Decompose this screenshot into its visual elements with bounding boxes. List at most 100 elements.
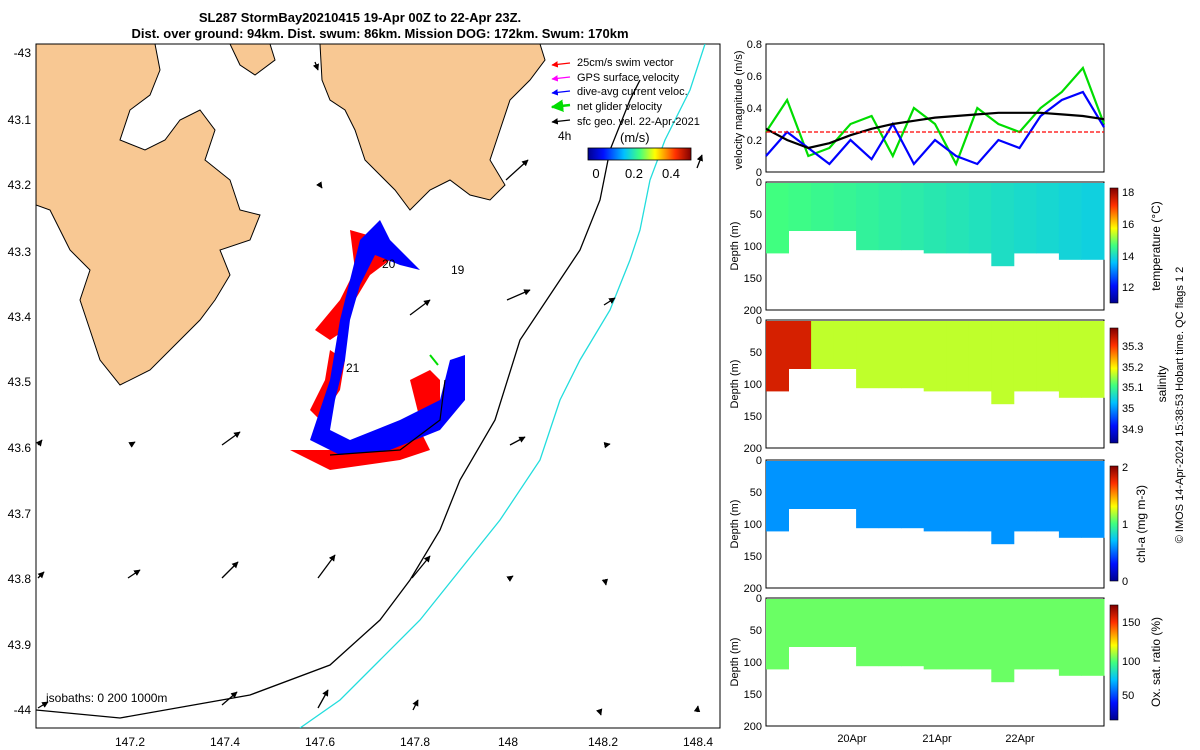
heatmap-cell	[1081, 321, 1105, 398]
heatmap-cell	[968, 461, 992, 532]
depth-tick: 0	[756, 593, 762, 605]
depth-tick: 0	[756, 315, 762, 327]
heatmap-cell	[1081, 599, 1105, 676]
lon-tick-label: 148.2	[588, 735, 618, 749]
depth-tick: 150	[744, 689, 762, 701]
heatmap-cell	[1058, 183, 1082, 260]
colorbar-tick: 0	[592, 166, 599, 181]
time-axis: 20Apr 21Apr 22Apr	[837, 733, 1035, 745]
heatmap-cell	[811, 183, 835, 231]
heatmap-cell	[788, 183, 812, 231]
heatmap-cell	[811, 599, 835, 647]
heatmap-cell	[811, 461, 835, 509]
depth-tick: 200	[744, 305, 762, 317]
vel-ytick: 0.6	[747, 71, 762, 83]
heatmap-cell	[878, 183, 902, 251]
heatmap-cell	[946, 321, 970, 392]
lat-tick-label: -43	[14, 46, 32, 60]
lat-tick-label: 43.8	[8, 572, 32, 586]
heatmap-cell	[878, 599, 902, 667]
heatmap-cell	[788, 599, 812, 647]
vel-ytick: 0.2	[747, 135, 762, 147]
time-tick: 21Apr	[922, 733, 952, 745]
glider-track	[290, 220, 465, 470]
cb-tick: 18	[1122, 187, 1134, 199]
heatmap-cell	[1013, 321, 1037, 392]
heatmap-cell	[1058, 599, 1082, 676]
colorbar-unit: (m/s)	[620, 130, 650, 145]
map-panel: 147.2 147.4 147.6 147.8 148 148.2 148.4 …	[8, 43, 721, 749]
depth-tick: 50	[750, 347, 762, 359]
time-tick: 22Apr	[1005, 733, 1035, 745]
track-line	[329, 379, 446, 456]
heatmap-cell	[788, 321, 812, 369]
heatmap-cell	[856, 183, 880, 251]
heatmap-cell	[856, 321, 880, 389]
oxygen-heatmap	[766, 599, 1105, 683]
swim-vectors	[290, 230, 440, 470]
legend-label: 25cm/s swim vector	[577, 57, 674, 69]
heatmap-cell	[946, 599, 970, 670]
heatmap-cell	[856, 461, 880, 529]
oxygen-panel: 0 50 100 150 200 Depth (m) 50 100 150 Ox…	[729, 593, 1163, 733]
heatmap-cell	[991, 599, 1015, 683]
land-island	[229, 44, 276, 76]
lat-tick-label: 43.7	[8, 507, 32, 521]
depth-tick: 100	[744, 657, 762, 669]
heatmap-cell	[878, 461, 902, 529]
heatmap-cell	[901, 183, 925, 251]
depth-ylabel: Depth (m)	[729, 638, 741, 687]
depth-tick: 50	[750, 209, 762, 221]
velocity-series-line	[765, 90, 1105, 166]
depth-ylabel: Depth (m)	[729, 500, 741, 549]
heatmap-cell	[811, 321, 835, 369]
cb-tick: 1	[1122, 519, 1128, 531]
legend-label: GPS surface velocity	[577, 72, 680, 84]
title-line1: SL287 StormBay20210415 19-Apr 00Z to 22-…	[199, 10, 521, 25]
depth-ylabel: Depth (m)	[729, 360, 741, 409]
depth-tick: 200	[744, 583, 762, 595]
cb-tick: 35.2	[1122, 362, 1143, 374]
legend-arrow-net	[550, 99, 571, 112]
depth-tick: 50	[750, 487, 762, 499]
heatmap-cell	[1036, 321, 1060, 392]
depth-tick: 150	[744, 551, 762, 563]
cb-tick: 50	[1122, 690, 1134, 702]
velocity-series-line	[765, 65, 1106, 167]
lat-tick-label: 43.9	[8, 638, 32, 652]
heatmap-cell	[766, 461, 789, 532]
heatmap-cell	[991, 321, 1015, 405]
heatmap-cell	[923, 183, 947, 254]
map-lat-ticks: -43 43.1 43.2 43.3 43.4 43.5 43.6 43.7 4…	[8, 46, 32, 717]
lon-tick-label: 147.2	[115, 735, 145, 749]
vel-ytick: 0.8	[747, 39, 762, 51]
depth-tick: 150	[744, 411, 762, 423]
lon-tick-label: 147.6	[305, 735, 335, 749]
heatmap-cell	[878, 321, 902, 389]
chla-panel: 0 50 100 150 200 Depth (m) 0 1 2 chl-a (…	[729, 455, 1148, 595]
chla-heatmap	[766, 461, 1105, 545]
cb-tick: 2	[1122, 462, 1128, 474]
heatmap-cell	[833, 461, 857, 509]
heatmap-cell	[1081, 461, 1105, 538]
vel-ytick: 0	[756, 167, 762, 179]
land-west	[36, 44, 261, 386]
lat-tick-label: 43.6	[8, 441, 32, 455]
vel-ytick: 0.4	[747, 103, 762, 115]
day-label: 21	[346, 361, 360, 375]
vel-ylabel: velocity magnitude (m/s)	[733, 50, 745, 169]
cb-tick: 35.3	[1122, 341, 1143, 353]
salinity-panel: 0 50 100 150 200 Depth (m) 34.9 35 35.1 …	[729, 315, 1169, 455]
lat-tick-label: 43.5	[8, 375, 32, 389]
legend-arrow-swim	[551, 61, 571, 68]
heatmap-cell	[968, 183, 992, 254]
heatmap-cell	[968, 599, 992, 670]
heatmap-cell	[923, 321, 947, 392]
heatmap-cell	[923, 461, 947, 532]
heatmap-cell	[1013, 599, 1037, 670]
net-velocity	[429, 354, 439, 366]
depth-tick: 0	[756, 455, 762, 467]
heatmap-cell	[766, 599, 789, 670]
cb-tick: 150	[1122, 617, 1140, 629]
heatmap-cell	[946, 183, 970, 254]
